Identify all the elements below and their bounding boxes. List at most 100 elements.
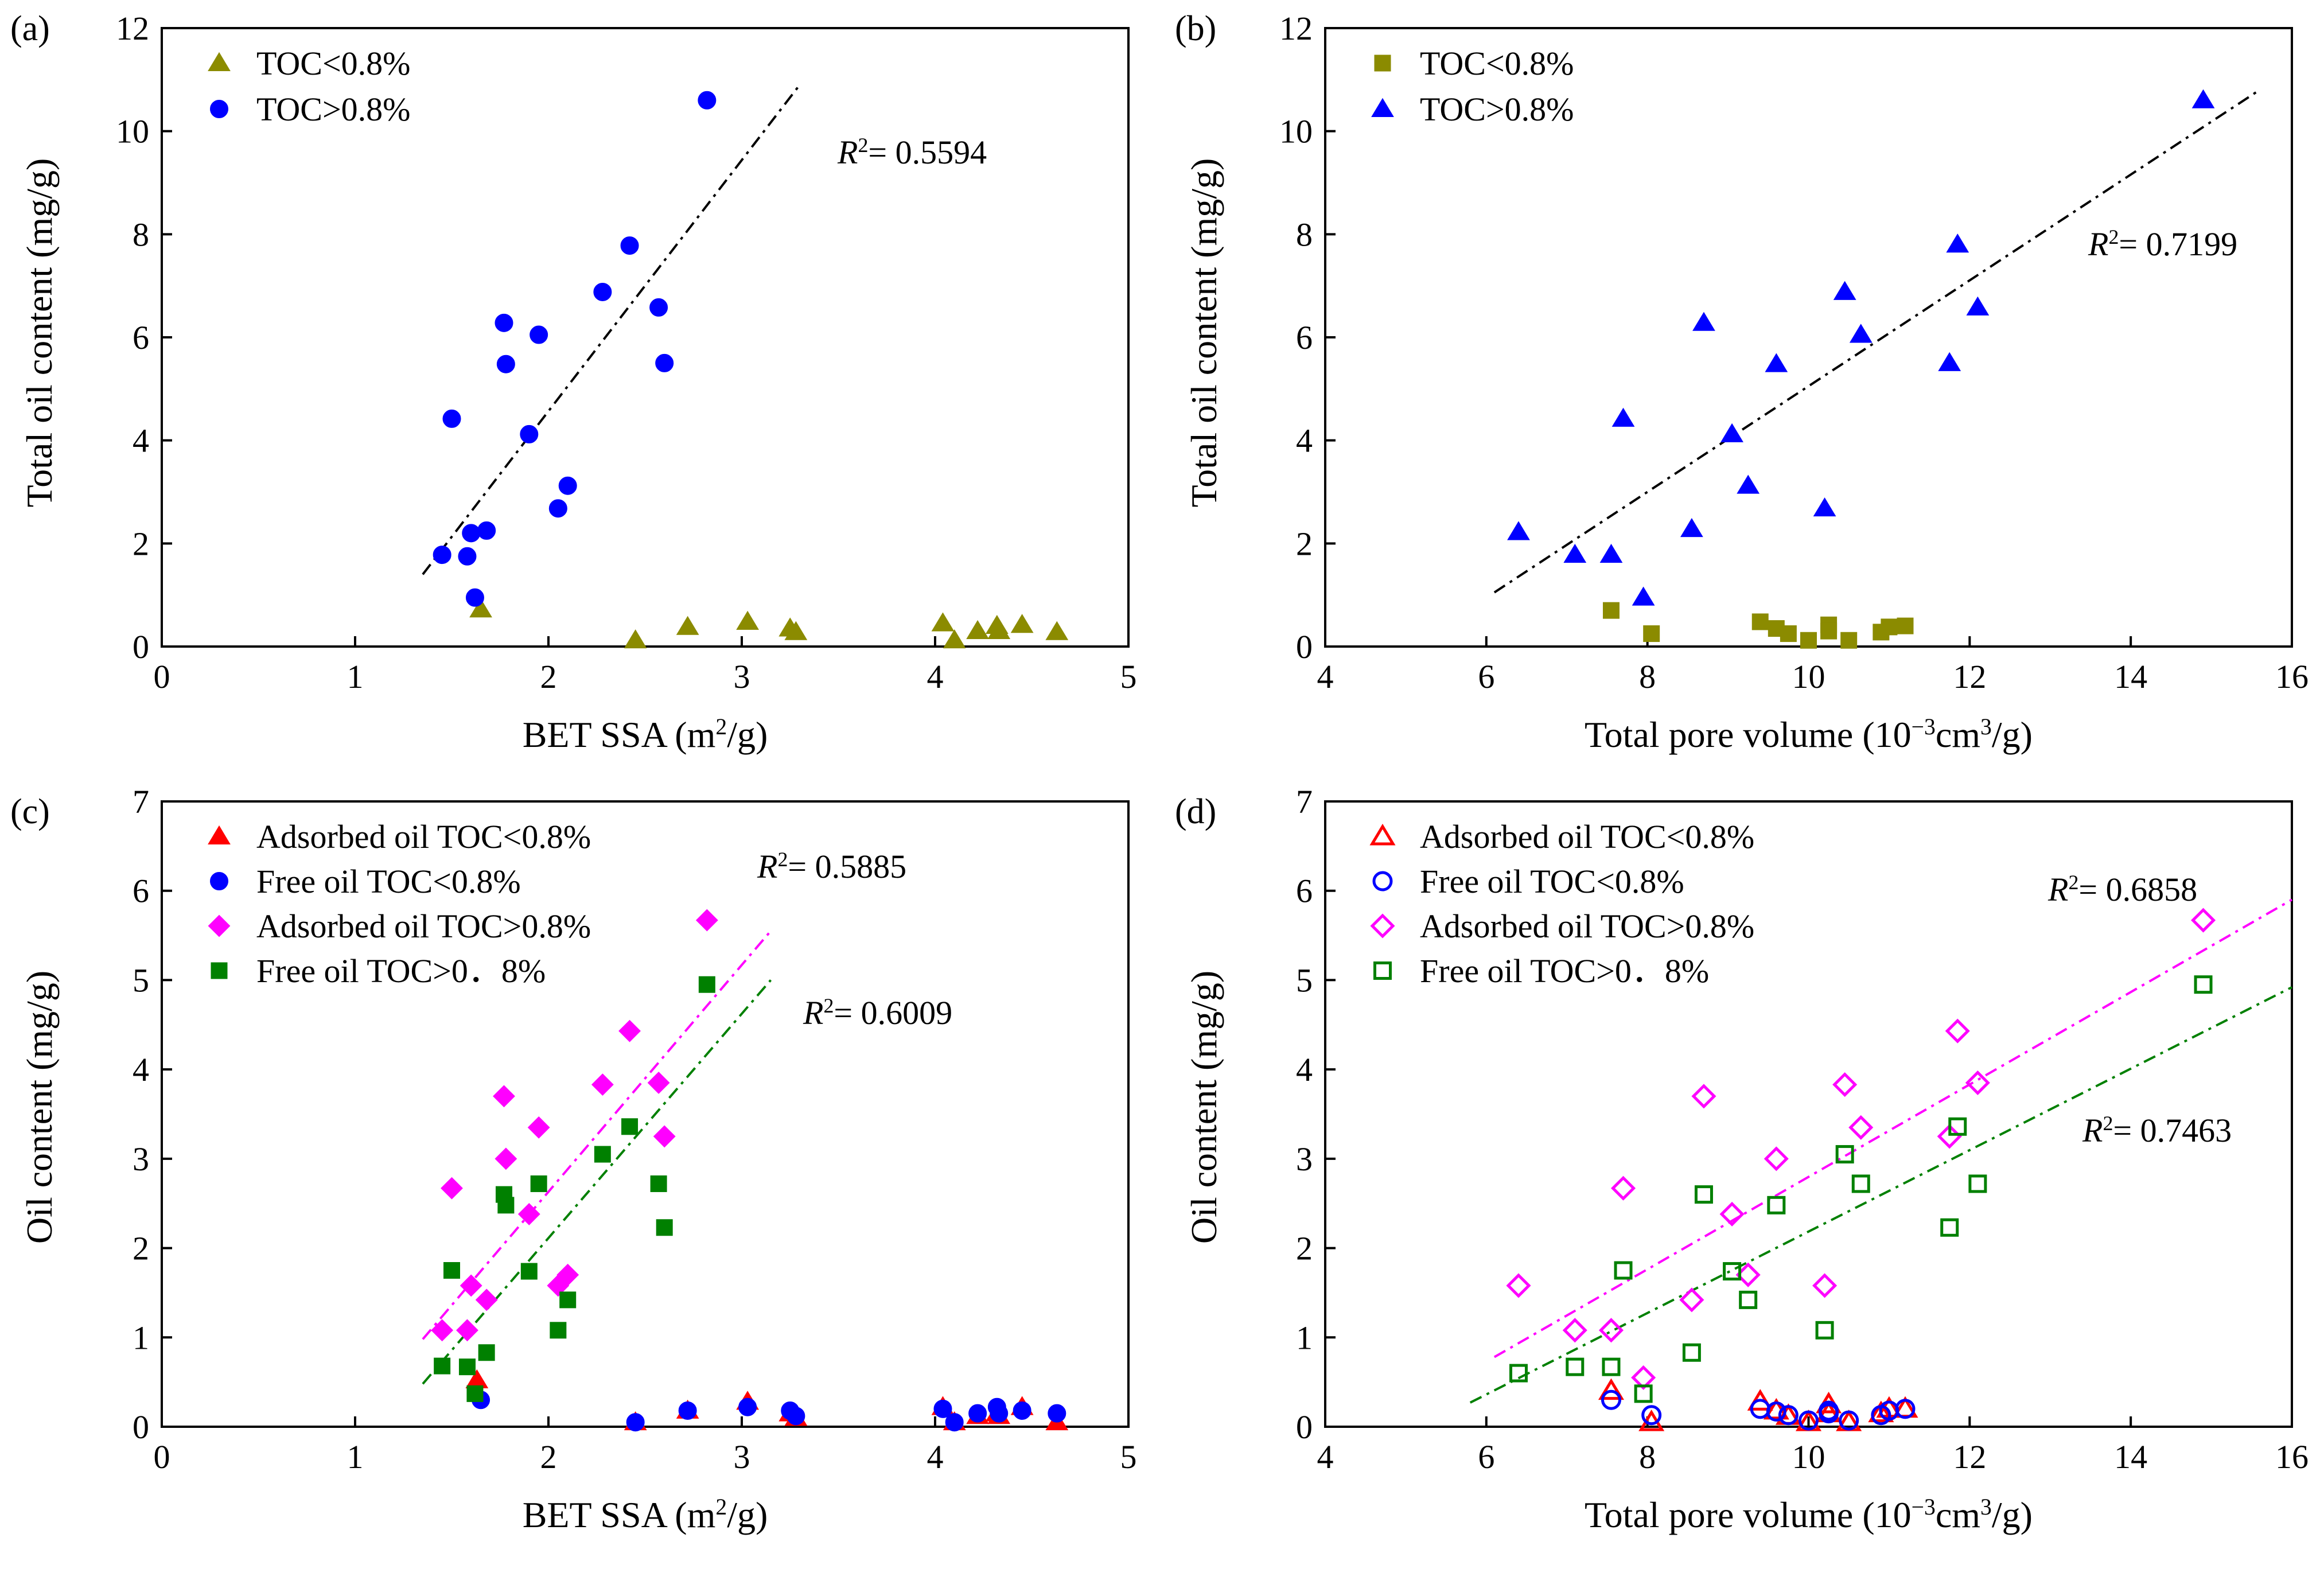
y-tick-label: 4: [1296, 1051, 1313, 1088]
data-point: [1631, 1365, 1656, 1390]
panel-label: (b): [1175, 9, 1216, 48]
data-point: [1601, 1389, 1621, 1410]
data-point: [593, 282, 612, 301]
y-axis-label: Oil content (mg/g): [19, 971, 60, 1244]
series-0: [469, 598, 1069, 649]
y-tick-label: 10: [116, 113, 149, 150]
data-point: [1566, 1357, 1585, 1376]
data-point: [945, 1413, 964, 1432]
x-tick-label: 6: [1478, 658, 1494, 695]
data-point: [698, 91, 717, 110]
legend-label: Adsorbed oil TOC>0.8%: [1420, 908, 1754, 945]
y-tick-label: 1: [133, 1319, 149, 1356]
data-point: [433, 546, 451, 564]
series-0: [1602, 602, 1914, 649]
data-point: [1767, 1196, 1786, 1214]
data-point: [556, 1263, 579, 1286]
y-tick-label: 4: [133, 422, 149, 460]
data-point: [1691, 1084, 1716, 1109]
data-point: [469, 598, 492, 618]
data-point: [1968, 1174, 1987, 1193]
data-point: [1598, 1378, 1625, 1400]
series-1: [433, 91, 717, 607]
legend-label: Free oil TOC>0．8%: [1420, 952, 1709, 990]
data-point: [1800, 632, 1817, 649]
x-axis-label: BET SSA (m2/g): [523, 1494, 768, 1535]
panel-label: (a): [10, 9, 50, 48]
data-point: [1965, 1070, 1990, 1096]
y-tick-label: 0: [1296, 628, 1313, 665]
y-tick-label: 6: [1296, 873, 1313, 910]
data-point: [1940, 1218, 1959, 1237]
data-point: [1765, 353, 1788, 372]
data-point: [1946, 233, 1969, 253]
x-tick-label: 8: [1639, 1438, 1656, 1475]
series-2: [1506, 908, 2216, 1390]
fit-line: [422, 84, 801, 575]
data-point: [931, 612, 955, 632]
data-point: [1641, 1405, 1662, 1426]
fit-line: [422, 979, 772, 1385]
y-tick-label: 5: [1296, 961, 1313, 999]
data-point: [618, 1019, 641, 1042]
legend-marker: [210, 100, 228, 118]
data-point: [1848, 1115, 1874, 1140]
data-point: [1643, 625, 1660, 643]
data-point: [1602, 1357, 1621, 1376]
y-tick-label: 12: [1279, 10, 1313, 47]
data-point: [1013, 1401, 1031, 1420]
data-point: [1895, 1399, 1916, 1419]
legend-label: Free oil TOC>0．8%: [256, 952, 546, 990]
legend-label: TOC<0.8%: [256, 45, 410, 82]
data-point: [966, 620, 990, 639]
data-point: [1010, 614, 1034, 633]
data-point: [497, 1197, 515, 1214]
fit-line: [1469, 986, 2292, 1404]
data-point: [1602, 602, 1620, 619]
data-point: [591, 1073, 614, 1096]
y-axis-label: Oil content (mg/g): [1184, 971, 1224, 1244]
data-point: [787, 1407, 805, 1426]
data-point: [520, 1263, 538, 1280]
data-point: [1563, 543, 1587, 563]
y-tick-label: 7: [133, 783, 149, 820]
series-1: [472, 1391, 1066, 1432]
data-point: [520, 425, 539, 443]
legend-label: Free oil TOC<0.8%: [256, 863, 521, 900]
data-point: [527, 1116, 550, 1139]
y-tick-label: 1: [1296, 1319, 1313, 1356]
data-point: [1815, 1321, 1834, 1340]
legend-marker: [210, 872, 228, 890]
r-squared-label: R2= 0.6858: [2047, 871, 2197, 908]
data-point: [1764, 1146, 1789, 1171]
y-tick-label: 10: [1279, 113, 1313, 150]
data-point: [1835, 1145, 1854, 1164]
r-squared-label: R2= 0.5885: [757, 848, 906, 885]
y-axis-label: Total oil content (mg/g): [19, 158, 60, 508]
panel-label: (c): [10, 792, 50, 831]
data-point: [784, 621, 808, 640]
data-point: [1840, 632, 1858, 649]
data-point: [624, 629, 647, 649]
x-tick-label: 6: [1478, 1438, 1494, 1475]
data-point: [655, 353, 674, 372]
y-tick-label: 2: [1296, 1230, 1313, 1267]
y-tick-label: 6: [1296, 319, 1313, 356]
data-point: [2191, 89, 2215, 108]
data-point: [1812, 1273, 1838, 1298]
series-3: [1509, 975, 2213, 1403]
r-squared-label: R2= 0.7463: [2082, 1112, 2232, 1149]
y-tick-label: 2: [133, 1230, 149, 1267]
x-tick-label: 4: [1317, 1438, 1334, 1475]
data-point: [1634, 1384, 1653, 1403]
data-point: [466, 1385, 484, 1402]
y-tick-label: 4: [1296, 422, 1313, 460]
fit-line: [1493, 89, 2260, 594]
data-point: [1778, 1405, 1799, 1426]
data-point: [1598, 1318, 1624, 1343]
data-point: [698, 976, 715, 993]
data-point: [477, 521, 496, 540]
data-point: [443, 1262, 460, 1279]
data-point: [1048, 1404, 1066, 1423]
